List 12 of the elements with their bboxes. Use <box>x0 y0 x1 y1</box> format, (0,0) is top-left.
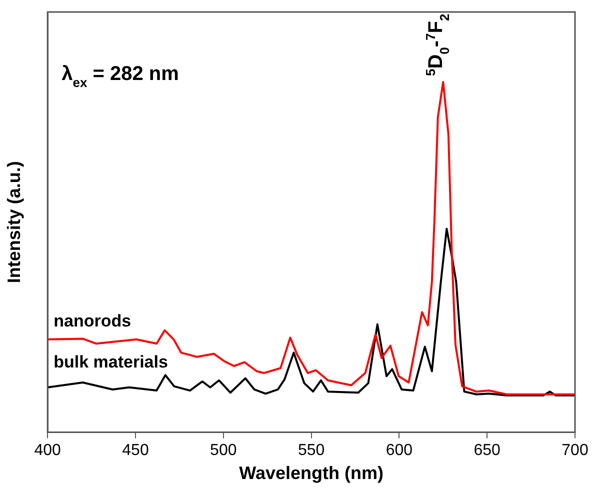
x-tick-label: 650 <box>474 442 501 460</box>
x-tick-label: 400 <box>34 442 62 460</box>
text: 5D0-7F2 <box>423 14 452 76</box>
x-tick-label: 550 <box>298 442 325 460</box>
x-axis-title: Wavelength (nm) <box>239 463 384 484</box>
x-tick-label: 450 <box>122 442 149 460</box>
series-label: nanorods <box>54 312 132 331</box>
x-tick-label: 600 <box>386 442 413 460</box>
y-axis-title: Intensity (a.u.) <box>4 161 24 284</box>
x-tick-label: 500 <box>210 442 237 460</box>
series-label: bulk materials <box>54 352 168 372</box>
x-tick-label: 700 <box>562 442 588 460</box>
